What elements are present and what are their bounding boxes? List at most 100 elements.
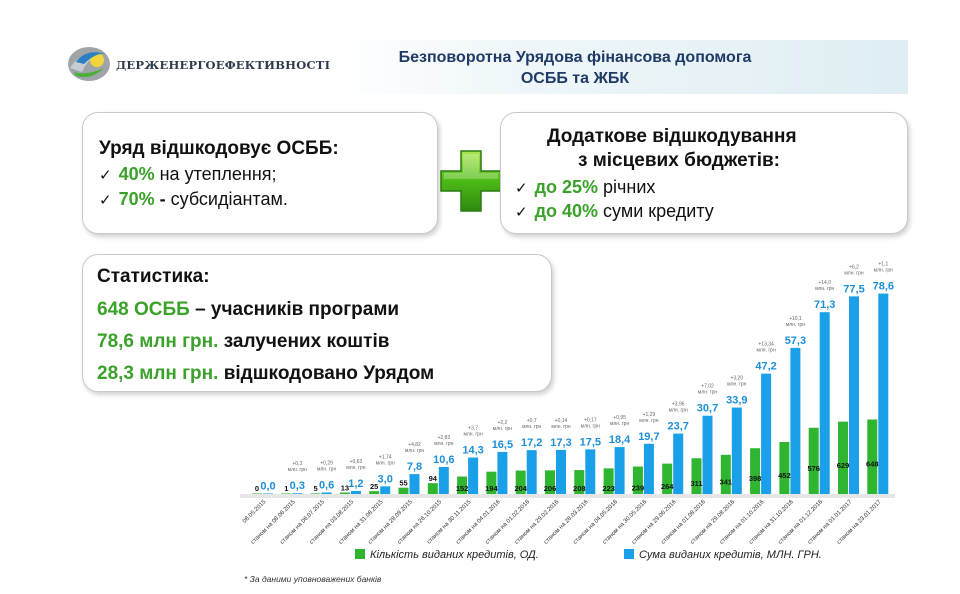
legend-count-swatch <box>355 549 365 559</box>
count-label: 239 <box>632 483 645 492</box>
increment-label: +7,02 млн. грн <box>698 384 717 396</box>
increment-value: +3,96 <box>672 402 685 408</box>
sum-label: 1,2 <box>348 478 363 490</box>
count-bar <box>486 471 497 494</box>
count-label: 152 <box>456 484 469 493</box>
sum-bar <box>556 449 566 494</box>
check-icon: ✓ <box>515 203 528 221</box>
plus-icon <box>440 150 502 212</box>
increment-value: +0,14 <box>555 418 568 424</box>
statistics-text: відшкодовано Урядом <box>218 363 435 384</box>
count-bar <box>838 421 848 494</box>
increment-value: +0,17 <box>584 417 597 423</box>
count-label: 576 <box>807 464 820 473</box>
sum-label: 71,3 <box>814 299 835 311</box>
increment-value: +7,02 <box>701 384 714 390</box>
sum-bar <box>614 447 625 494</box>
compensation-percent: 40% <box>118 164 155 184</box>
sum-label: 23,7 <box>667 421 688 433</box>
government-compensation-card <box>82 112 438 234</box>
sum-bar <box>849 296 859 494</box>
increment-unit: млн. грн <box>639 418 658 424</box>
sum-label: 77,5 <box>843 283 864 295</box>
count-bar <box>779 442 790 494</box>
increment-value: +3,20 <box>730 376 743 382</box>
sum-label: 14,3 <box>462 445 483 457</box>
title-line-1: Безповоротна Урядова фінансова допомога <box>398 49 752 66</box>
count-label: 629 <box>837 461 850 470</box>
increment-unit: млн. грн <box>463 432 482 438</box>
statistics-row: 648 ОСББ – учасників програми <box>97 299 399 321</box>
increment-unit: млн. грн <box>581 423 600 429</box>
statistics-text: – учасників програми <box>189 299 400 320</box>
statistics-card <box>82 254 552 392</box>
count-label: 0 <box>255 484 259 493</box>
sum-bar <box>526 450 537 494</box>
sum-bar <box>497 451 508 494</box>
increment-unit: млн. грн <box>610 421 629 427</box>
sum-bar <box>292 493 303 494</box>
increment-label: +0,14 млн. грн <box>551 418 570 430</box>
local-budget-heading-line-1: Додаткове відшкодування <box>547 126 797 147</box>
count-label: 208 <box>573 484 586 493</box>
increment-label: +6,2 млн. грн <box>844 264 863 276</box>
increment-value: +0,63 <box>350 459 363 465</box>
increment-label: +14,0 млн. грн <box>815 280 834 292</box>
count-label: 13 <box>341 484 349 493</box>
count-bar <box>369 491 380 494</box>
compensation-item: ✓ 40% на утеплення; <box>99 164 277 185</box>
increment-unit: млн. грн <box>317 466 336 472</box>
increment-label: +3,20 млн. грн <box>727 376 746 388</box>
footnote: * За даними уповноважених банків <box>244 574 382 584</box>
sum-bar <box>468 457 479 494</box>
increment-label: +0,3 млн. грн <box>288 461 307 473</box>
compensation-text: на утеплення; <box>154 164 277 184</box>
count-bar <box>662 463 673 494</box>
increment-unit: млн. грн <box>288 467 307 473</box>
sum-bar <box>438 466 449 494</box>
increment-label: +0,7 млн. грн <box>522 418 541 430</box>
statistics-value: 28,3 млн грн. <box>97 363 219 384</box>
count-label: 55 <box>399 479 407 488</box>
count-bar <box>310 493 321 494</box>
count-bar <box>545 470 555 494</box>
count-label: 264 <box>661 482 674 491</box>
sum-bar <box>409 474 420 494</box>
count-label: 206 <box>544 484 557 493</box>
increment-label: +4,82 млн. грн <box>405 442 424 454</box>
increment-value: +0,95 <box>613 415 626 421</box>
sum-bar <box>585 449 596 494</box>
increment-value: +6,2 <box>849 264 859 270</box>
count-bar <box>750 448 761 494</box>
statistics-row: 78,6 млн грн. залучених коштів <box>97 331 389 353</box>
local-budget-heading-line-2: з місцевих бюджетів: <box>578 150 780 171</box>
count-bar <box>457 476 468 494</box>
chart-baseline <box>240 494 895 498</box>
increment-value: +1,1 <box>878 262 888 268</box>
count-label: 452 <box>778 471 791 480</box>
count-label: 1 <box>284 484 288 493</box>
increment-label: +13,34 млн. грн <box>756 342 775 354</box>
sum-bar <box>761 373 772 494</box>
legend-sum-label: Сума виданих кредитів, МЛН. ГРН. <box>639 549 822 561</box>
increment-unit: млн. грн <box>815 286 834 292</box>
count-bar <box>720 454 731 494</box>
compensation-separator: - <box>154 189 166 209</box>
increment-label: +3,96 млн. грн <box>669 402 688 414</box>
count-label: 94 <box>429 474 438 483</box>
slide-title: Безповоротна Урядова фінансова допомога … <box>330 47 820 89</box>
increment-unit: млн. грн <box>669 408 688 414</box>
increment-unit: млн. грн <box>844 270 863 276</box>
increment-value: +13,34 <box>758 342 774 348</box>
sum-label: 17,2 <box>521 437 542 449</box>
title-line-2: ОСББ та ЖБК <box>520 70 630 87</box>
increment-label: +1,74 млн. грн <box>376 454 395 466</box>
statistics-value: 78,6 млн грн. <box>97 331 219 352</box>
count-bar <box>632 466 643 494</box>
count-label: 398 <box>749 474 762 483</box>
sum-label: 0,6 <box>319 479 334 491</box>
agency-logo: ДЕРЖЕНЕРГОЕФЕКТИВНОСТІ <box>66 42 330 84</box>
sum-bar <box>819 312 830 494</box>
increment-value: +4,82 <box>408 442 421 448</box>
